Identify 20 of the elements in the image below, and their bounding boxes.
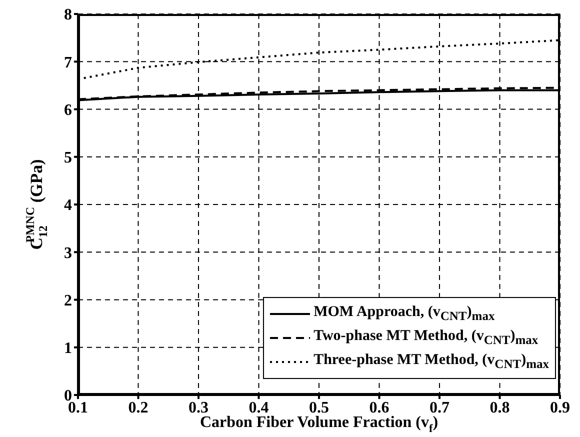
x-tick-label: 0.5 (309, 399, 329, 416)
legend-label: Three-phase MT Method, (v$_{CNT}$)$_{max}$ (314, 352, 549, 372)
x-tick-label: 0.3 (188, 399, 208, 416)
legend-label: MOM Approach, (v$_{CNT}$)$_{max}$ (314, 304, 495, 324)
x-tick-label: 0.2 (128, 399, 148, 416)
x-tick-label: 0.9 (550, 399, 570, 416)
y-tick-label: 1 (64, 340, 72, 358)
y-tick-label: 7 (64, 54, 72, 72)
y-tick-label: 5 (64, 150, 72, 167)
y-tick-label: 2 (64, 292, 72, 310)
x-tick-label: 0.6 (369, 399, 390, 416)
x-tick-label: 0.8 (490, 399, 510, 416)
x-tick-label: 0.7 (430, 399, 450, 416)
y-tick-label: 8 (64, 6, 72, 24)
y-tick-label: 6 (64, 102, 72, 119)
x-tick-label: 0.4 (248, 399, 269, 416)
y-tick-label: 3 (64, 244, 72, 262)
x-axis-title: Carbon Fiber Volume Fraction (v$_{f}$) (200, 414, 438, 435)
y-tick-label: 4 (64, 197, 72, 214)
legend-label: Two-phase MT Method, (v$_{CNT}$)$_{max}$ (314, 328, 538, 348)
